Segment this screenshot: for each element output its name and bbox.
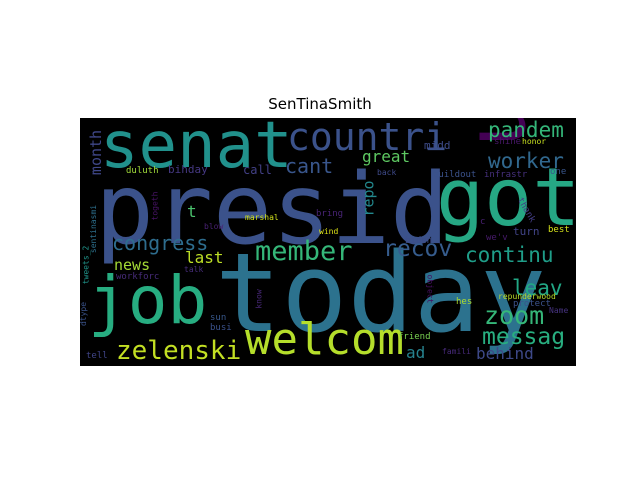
word-turn: turn xyxy=(513,225,540,238)
word-honor: honor xyxy=(522,137,547,146)
word-zoom: zoom xyxy=(484,301,545,330)
word-countri: countri xyxy=(287,118,448,159)
word-we'v: we'v xyxy=(486,233,508,243)
word-t: t xyxy=(187,202,197,221)
word-behind: behind xyxy=(476,344,534,363)
word-ad: ad xyxy=(406,343,426,362)
word-best: best xyxy=(548,225,570,235)
word-object: object xyxy=(425,274,435,304)
word-messag: messag xyxy=(482,324,566,350)
word-worker: worker xyxy=(488,149,564,173)
word-got: got xyxy=(436,151,576,244)
word-workforc: workforc xyxy=(116,272,160,282)
word-zelenski: zelenski xyxy=(116,336,242,366)
word-shine: shine xyxy=(494,137,522,147)
word-wind: wind xyxy=(319,227,339,236)
word-busi: busi xyxy=(210,323,232,333)
word-marshal: marshal xyxy=(245,213,279,222)
word-welcom: welcom xyxy=(245,314,404,365)
word-bihday: bihday xyxy=(168,163,208,176)
word-bring: bring xyxy=(316,209,344,219)
word-sun: sun xyxy=(210,313,227,323)
word-Name: Name xyxy=(549,306,569,315)
word-presid: presid xyxy=(95,153,450,267)
word-know: know xyxy=(254,289,264,309)
word-biden: biden xyxy=(405,236,433,246)
word-job: job xyxy=(88,262,208,339)
word-infrastr: infrastr xyxy=(484,170,528,180)
word-member: member xyxy=(255,236,353,267)
word-pandem: pandem xyxy=(488,118,564,142)
word-today: today xyxy=(215,229,547,357)
wordcloud-title: SenTinaSmith xyxy=(268,95,372,113)
word-blow: blow xyxy=(204,222,224,231)
word-news: news xyxy=(114,256,151,274)
word-great: great xyxy=(362,147,411,166)
word-duluth: duluth xyxy=(126,166,159,176)
word-repo: repo xyxy=(359,180,378,217)
word-call: call xyxy=(243,163,272,177)
word-friend: friend xyxy=(398,332,431,342)
word-continu: continu xyxy=(465,243,554,267)
word-sentinasmi: sentinasmi xyxy=(89,204,99,254)
word-leav: leav xyxy=(512,276,563,300)
word-congress: congress xyxy=(112,231,209,255)
wordcloud-canvas: presid today got senat job welcom countr… xyxy=(80,118,576,366)
word-repunderwood: repunderwood xyxy=(498,292,556,301)
word-recov: recov xyxy=(383,236,453,262)
word-protect: protect xyxy=(513,299,551,309)
word-talk: talk xyxy=(184,265,204,274)
word-tell: tell xyxy=(86,351,108,361)
word-senat: senat xyxy=(100,118,293,183)
word-buildout: buildout xyxy=(433,170,477,180)
word-one: one xyxy=(550,167,567,177)
word-last: last xyxy=(185,248,224,267)
word-cant: cant xyxy=(285,154,334,178)
word-back: back xyxy=(377,168,397,177)
word-famili: famili xyxy=(442,347,471,356)
word-hes: hes xyxy=(456,297,473,307)
word-month: month xyxy=(87,129,106,176)
word-midd: midd xyxy=(424,139,451,152)
word-dtype: dtype xyxy=(80,301,89,327)
word-togeth: togeth xyxy=(150,191,160,221)
word-c: c xyxy=(480,217,486,227)
